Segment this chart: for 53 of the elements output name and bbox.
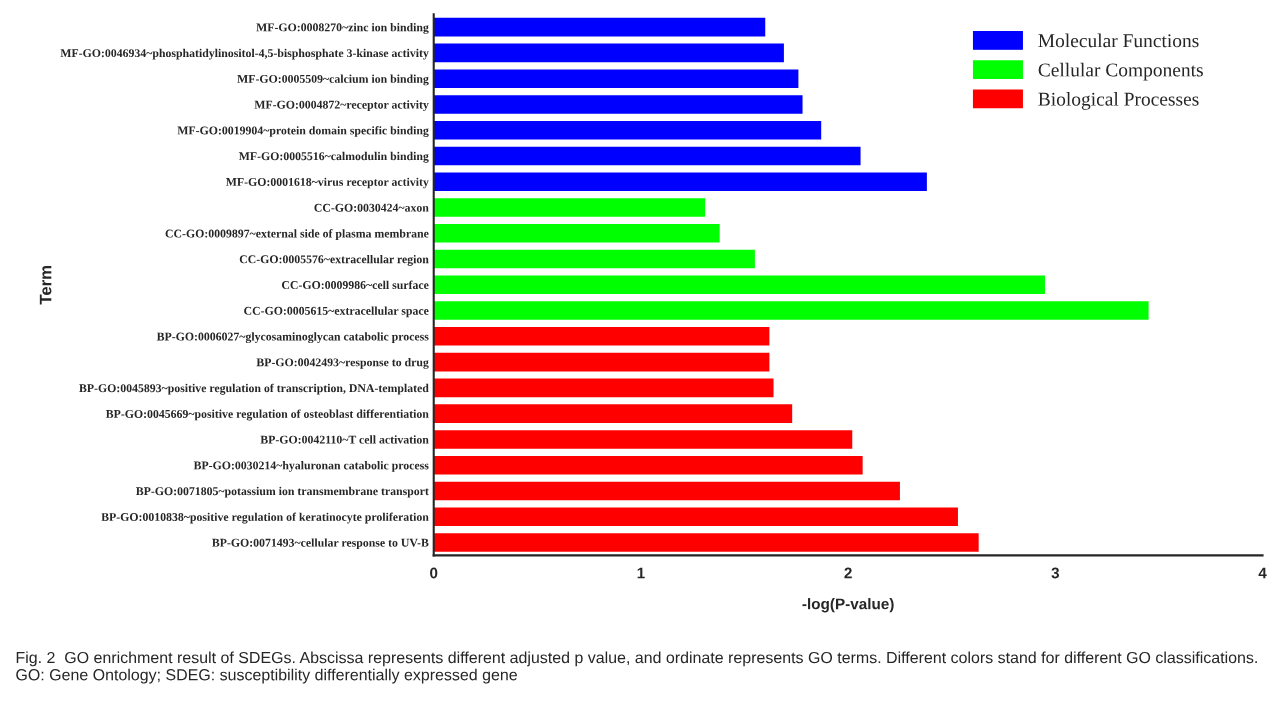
x-tick-label: 2 [844, 567, 852, 579]
y-tick-label: MF-GO:0005509~calcium ion binding [237, 74, 429, 86]
y-tick-label: CC-GO:0009897~external side of plasma membrane [165, 229, 429, 240]
bar [433, 352, 770, 372]
bar [433, 249, 755, 269]
y-tick-label: BP-GO:0045893~positive regulation of transcription, DNA-templated [79, 383, 429, 395]
legend-label: Biological Processes [1038, 92, 1199, 110]
y-tick-label: MF-GO:0005516~calmodulin binding [238, 151, 429, 163]
x-axis-title: -log(P-value) [802, 598, 894, 613]
legend-label: Cellular Components [1038, 62, 1203, 81]
x-tick-label: 0 [430, 567, 438, 579]
y-tick-label: BP-GO:0071493~cellular response to UV-B [212, 538, 429, 550]
bar [433, 301, 1149, 320]
y-tick-label: MF-GO:0008270~zinc ion binding [256, 23, 429, 34]
y-axis-title: Term [39, 266, 52, 305]
bar [433, 378, 774, 398]
y-tick-label: BP-GO:0071805~potassium ion transmembrane transport [135, 486, 429, 498]
bar [433, 507, 958, 526]
bar [433, 223, 720, 243]
y-tick-label: BP-GO:0010838~positive regulation of keratinocyte proliferation [101, 512, 429, 524]
y-tick-label: MF-GO:0004872~receptor activity [254, 100, 429, 112]
x-tick-label: 3 [1051, 567, 1060, 579]
y-tick-label: MF-GO:0046934~phosphatidylinositol-4,5-bisphosphate 3-kinase activity [60, 48, 429, 60]
y-tick-label: BP-GO:0045669~positive regulation of osteoblast differentiation [105, 409, 429, 421]
bar [433, 455, 863, 475]
bar [433, 275, 1045, 295]
bar [433, 430, 853, 449]
y-tick-label: CC-GO:0009986~cell surface [281, 280, 429, 290]
bar [433, 146, 861, 166]
x-tick-label: 1 [637, 567, 645, 579]
bar [433, 69, 799, 88]
bar [433, 17, 766, 37]
y-tick-label: CC-GO:0005576~extracellular region [239, 254, 429, 266]
bar [433, 43, 784, 63]
caption: Fig. 2 GO enrichment result of SDEGs. Abscissa represents different adjusted p value, and ordinate represents GO terms. Different colors stand for different GO classifications. GO: Gene Ontology; SDEG: susceptibility differentially expressed gene [16, 651, 1257, 684]
bar [433, 172, 927, 192]
y-tick-label: BP-GO:0042493~response to drug [256, 358, 429, 369]
bar [433, 198, 706, 217]
y-tick-label: MF-GO:0019904~protein domain specific binding [177, 126, 429, 137]
y-tick-label: BP-GO:0030214~hyaluronan catabolic process [193, 461, 429, 472]
legend-label: Molecular Functions [1038, 33, 1199, 48]
bar [433, 533, 979, 552]
y-tick-label: BP-GO:0006027~glycosaminoglycan catabolic process [156, 332, 429, 344]
y-tick-label: BP-GO:0042110~T cell activation [260, 435, 429, 444]
y-tick-label: CC-GO:0030424~axon [314, 203, 429, 212]
x-tick-label: 4 [1258, 567, 1267, 579]
y-tick-label: MF-GO:0001618~virus receptor activity [225, 177, 429, 189]
bar [433, 95, 803, 114]
bar [433, 481, 900, 501]
bar [433, 327, 770, 346]
y-tick-label: CC-GO:0005615~extracellular space [244, 306, 429, 318]
bar [433, 120, 822, 140]
bar [433, 404, 793, 423]
